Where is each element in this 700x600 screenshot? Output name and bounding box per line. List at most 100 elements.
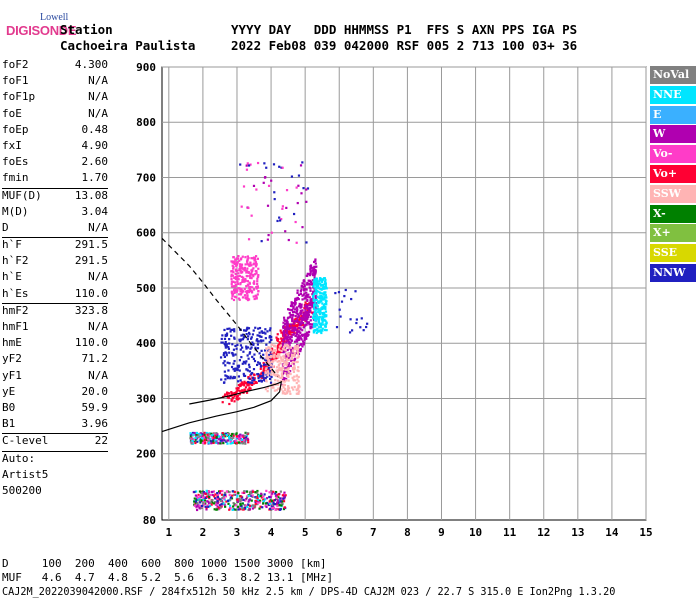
echo-point [238,274,242,278]
echo-point [198,497,201,501]
echo-point [240,356,243,359]
echo-point [265,380,268,383]
echo-point [248,333,251,336]
echo-point [283,331,286,334]
echo-point [276,371,279,374]
echo-point [313,319,317,322]
echo-point [296,318,299,321]
echo-point [236,277,239,280]
echo-point [256,363,259,367]
echo-point [245,368,248,371]
echo-point [289,372,292,376]
echo-point [209,501,212,505]
echo-point [254,273,257,276]
echo-point [277,348,281,351]
param-row: h`Es 110.0 [2,287,108,303]
echo-point [281,392,284,395]
echo-point [272,360,275,363]
echo-point [274,359,277,362]
echo-point [359,326,362,329]
echo-point [254,491,257,494]
echo-point [296,333,299,336]
param-value: 20.0 [81,384,109,398]
echo-point [290,301,293,304]
echo-point [250,336,253,339]
echo-point [284,370,287,373]
echo-point [232,502,235,505]
echo-point [246,338,249,341]
echo-point [298,335,302,338]
echo-point [223,491,227,495]
param-value: N/A [88,106,108,120]
echo-point [317,286,320,290]
echo-point [257,267,260,270]
param-key: M(D) [2,204,29,218]
param-row: D N/A [2,221,108,237]
echo-point [278,216,281,219]
echo-point [251,507,254,510]
echo-point [266,386,269,389]
echo-point [247,335,250,338]
echo-point [283,506,286,509]
x-tick-label: 3 [234,526,241,539]
echo-point [262,495,265,498]
echo-point [239,344,243,347]
echo-point [316,329,319,333]
echo-point [244,269,247,272]
echo-point [243,380,246,383]
echo-point [309,301,312,304]
echo-point [285,331,289,334]
echo-point [197,435,200,438]
echo-point [287,238,290,242]
echo-point [192,433,195,436]
echo-point [309,289,312,292]
echo-point [195,490,198,493]
echo-point [261,371,265,375]
echo-point [265,352,268,355]
echo-point [284,368,287,371]
echo-point [247,256,250,260]
echo-point [262,181,265,184]
param-value: N/A [88,220,108,234]
echo-point [237,365,240,369]
echo-point [194,435,198,438]
echo-point [237,375,241,378]
echo-point [290,348,293,352]
echo-point [212,438,215,441]
echo-point [296,296,299,300]
echo-point [241,296,245,299]
echo-point [308,274,312,277]
echo-point [219,356,223,359]
echo-point [283,389,287,392]
echo-point [256,338,259,341]
echo-point [322,304,325,307]
echo-point [319,329,322,332]
y-tick-label: 400 [136,337,156,350]
echo-point [296,346,300,349]
echo-point [248,351,252,354]
echo-point [349,318,352,321]
echo-point [233,281,237,284]
echo-point [211,436,214,440]
echo-point [250,257,253,260]
echo-point [226,327,229,331]
echo-point [305,200,308,203]
echo-point [287,352,290,355]
echo-point [314,310,317,313]
echo-point [279,351,282,354]
echo-point [292,370,296,373]
echo-point [241,289,244,293]
echo-point [199,494,202,497]
echo-point [282,493,286,496]
echo-point [279,376,282,380]
echo-point [248,508,251,511]
echo-point [256,257,260,260]
echo-point [207,493,210,496]
echo-point [250,373,253,376]
echo-point [232,505,235,508]
echo-point [226,361,229,364]
echo-point [246,267,249,270]
echo-point [250,273,253,276]
echo-point [289,326,292,330]
echo-point [303,341,306,344]
